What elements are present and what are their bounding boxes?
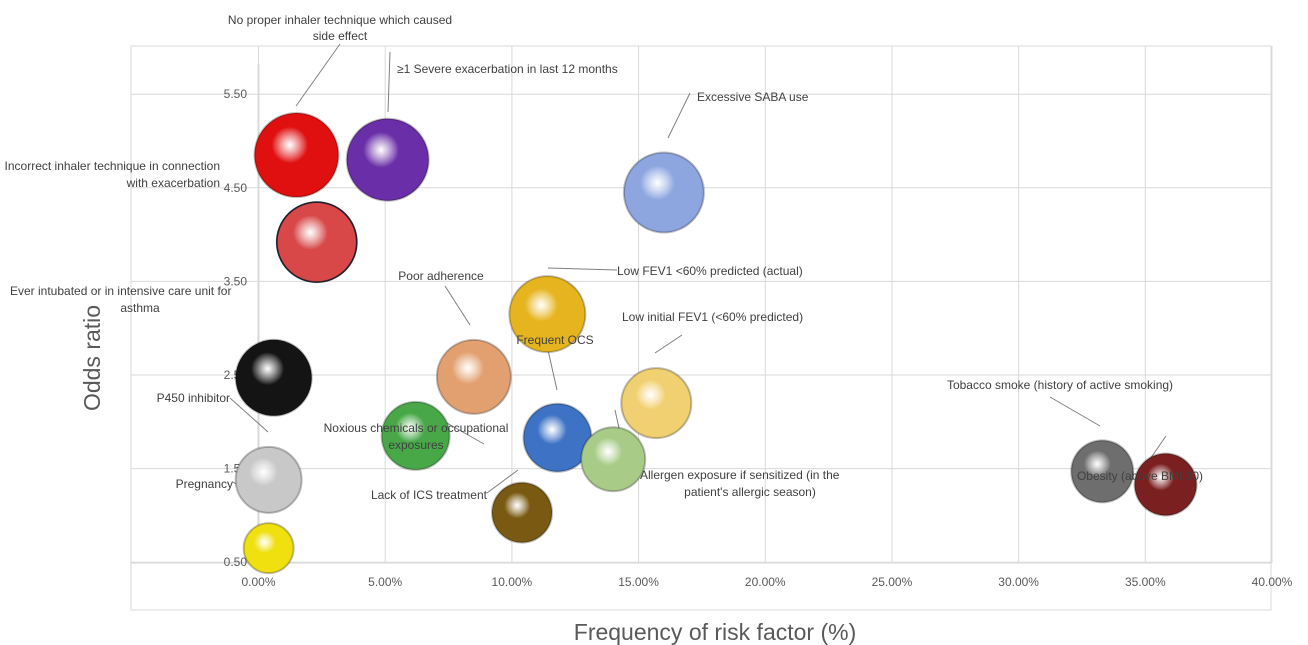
y-tick-label: 5.50: [224, 87, 248, 101]
bubble-point: [621, 368, 692, 439]
bubble-point: [1134, 453, 1197, 516]
bubble-label: Incorrect inhaler technique in connectio…: [5, 159, 220, 173]
bubble-label: Excessive SABA use: [697, 90, 809, 104]
bubble-shade: [622, 151, 705, 234]
bubble-label: Poor adherence: [398, 269, 484, 283]
bubble-shade: [1070, 439, 1135, 504]
bubble-label: Noxious chemicals or occupational: [324, 421, 509, 435]
bubble-shade: [234, 445, 303, 514]
bubble-label: asthma: [120, 301, 160, 315]
bubble-label: P450 inhibitor: [157, 391, 230, 405]
x-tick-label: 15.00%: [618, 575, 659, 589]
leader-line: [486, 469, 519, 494]
bubble-point: [492, 482, 553, 543]
bubble-point: [436, 339, 511, 414]
bubble-label: Frequent OCS: [516, 333, 593, 347]
bubble-label: Lack of ICS treatment: [371, 488, 488, 502]
x-tick-label: 30.00%: [998, 575, 1039, 589]
x-tick-label: 20.00%: [745, 575, 786, 589]
x-tick-label: 25.00%: [872, 575, 913, 589]
bubble-point: [523, 403, 592, 472]
bubble-point: [509, 276, 586, 353]
bubble-shade: [620, 367, 693, 440]
bubble-point: [581, 427, 646, 492]
bubble-shade: [253, 112, 340, 199]
x-tick-labels: 0.00% 5.00% 10.00% 15.00% 20.00% 25.00% 30.00%…: [241, 575, 1292, 589]
bubble-point: [346, 118, 429, 201]
y-tick-label: 4.50: [224, 181, 248, 195]
bubble-labels: No proper inhaler technique which caused…: [5, 13, 1204, 502]
bubble-point: [623, 152, 704, 233]
x-axis-title: Frequency of risk factor (%): [574, 619, 856, 645]
leader-line: [1049, 396, 1101, 427]
x-tick-label: 5.00%: [368, 575, 402, 589]
bubble-point: [276, 201, 358, 283]
bubble-label: Pregnancy: [176, 477, 233, 491]
leader-line: [387, 51, 391, 113]
bubble-shade: [234, 338, 313, 417]
bubble-point: [235, 339, 312, 416]
bubble-label: exposures: [388, 438, 443, 452]
x-tick-label: 40.00%: [1252, 575, 1293, 589]
bubble-shade: [380, 400, 451, 471]
bubble-shade: [491, 481, 554, 544]
bubble-label: Allergen exposure if sensitized (in the: [640, 468, 840, 482]
leader-line: [229, 397, 269, 433]
bubble-label: Ever intubated or in intensive care unit…: [10, 284, 231, 298]
bubble-shade: [242, 522, 295, 575]
leader-line: [444, 285, 471, 326]
bubble-point: [243, 523, 294, 574]
bubble-label: ≥1 Severe exacerbation in last 12 months: [397, 62, 618, 76]
bubble-label: with exacerbation: [126, 176, 220, 190]
y-tick-label: 0.50: [224, 555, 248, 569]
bubble-shade: [1133, 452, 1198, 517]
y-axis-title: Odds ratio: [79, 305, 105, 411]
bubble-point: [254, 113, 339, 198]
bubble-shade: [508, 275, 587, 354]
leader-line: [667, 92, 691, 139]
x-tick-label: 0.00%: [241, 575, 275, 589]
leader-line: [295, 43, 341, 107]
bubble-label: Low FEV1 <60% predicted (actual): [617, 264, 803, 278]
bubble-point: [381, 401, 450, 470]
x-tick-label: 10.00%: [492, 575, 533, 589]
bubble-shade: [275, 201, 358, 284]
bubble-label: Tobacco smoke (history of active smoking…: [947, 378, 1173, 392]
y-tick-label: 3.50: [224, 274, 248, 288]
leader-line: [654, 334, 683, 354]
bubble-shade: [345, 117, 430, 202]
bubbles: [234, 112, 1198, 575]
bubble-shade: [435, 338, 512, 415]
bubble-shade: [580, 426, 647, 493]
bubble-label: Obesity (above BMI 30): [1077, 469, 1203, 483]
bubble-point: [1071, 440, 1134, 503]
bubble-point: [235, 446, 302, 513]
x-tick-label: 35.00%: [1125, 575, 1166, 589]
bubble-label: No proper inhaler technique which caused: [228, 13, 452, 27]
bubble-label: patient's allergic season): [684, 485, 816, 499]
bubble-label: Low initial FEV1 (<60% predicted): [622, 310, 803, 324]
leader-line: [547, 349, 558, 391]
leader-line: [547, 267, 618, 271]
bubble-label: side effect: [313, 29, 368, 43]
